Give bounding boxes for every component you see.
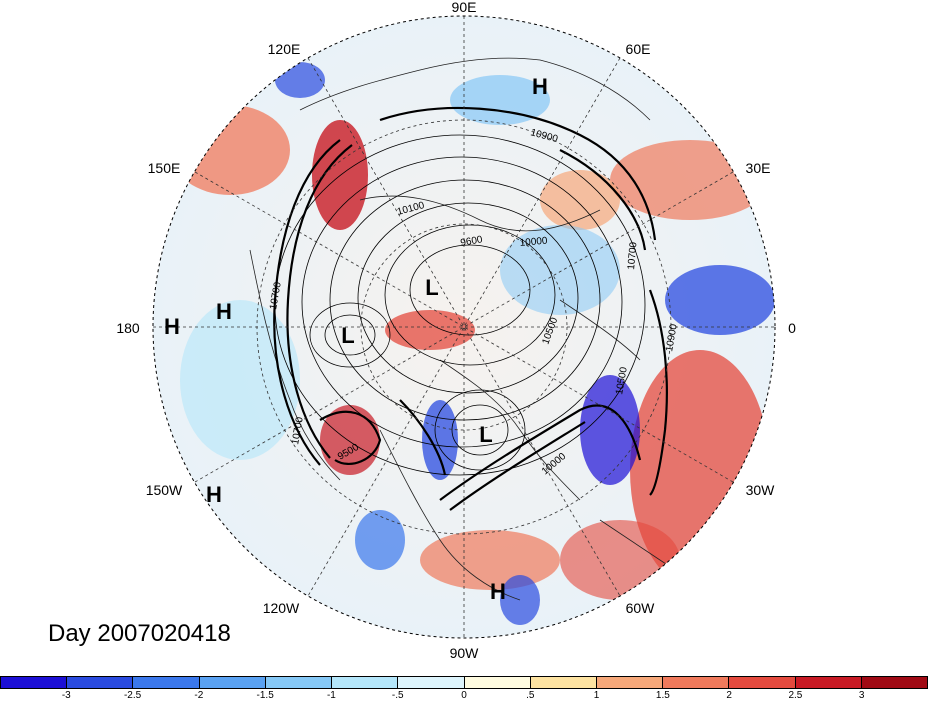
contour-label: 9600 [460,234,484,249]
colorbar-swatch [729,677,796,688]
colorbar-tick-label: 2 [726,690,732,701]
colorbar-tick-label: -3 [61,690,71,701]
lon-label-60w: 60W [626,600,656,616]
lon-label-30w: 30W [746,482,776,498]
height-contours [274,134,646,476]
colorbar-swatch [332,677,399,688]
lon-label-30e: 30E [746,160,771,176]
contour-label: 10000 [519,236,548,249]
colorbar-swatch [67,677,134,688]
map-boundary [152,15,776,639]
colorbar [0,676,928,689]
low-center: L [341,323,354,348]
high-center: H [532,74,548,99]
contour-label: 10700 [626,241,639,270]
graticule [153,16,775,638]
colorbar-swatch [795,677,862,688]
low-center: L [479,422,492,447]
lon-label-90w: 90W [450,645,480,661]
contour-label: 10900 [664,323,680,353]
colorbar-swatch [265,677,333,688]
colorbar-tick-label: -1.5 [256,690,274,701]
high-center: H [164,314,180,339]
colorbar-swatch [199,677,266,688]
lon-label-180: 180 [116,320,140,336]
colorbar-swatch [663,677,730,688]
colorbar-tick-label: -2.5 [123,690,142,701]
colorbar-tick-label: 1 [593,690,600,701]
contour-label: 10500 [614,366,630,396]
colorbar-tick-label: -1 [326,690,336,701]
contour-label: 10700 [268,281,284,311]
colorbar-tick-label: 2.5 [788,690,803,701]
colorbar-swatch [133,677,200,688]
anomaly-field [153,16,775,638]
lon-label-90e: 90E [452,0,477,15]
colorbar-tick-label: -.5 [391,690,404,701]
lon-label-60e: 60E [626,41,651,57]
low-center: L [425,275,438,300]
colorbar-tick-label: 1.5 [655,690,670,701]
lon-label-120e: 120E [268,41,301,57]
jet-contours [273,106,668,511]
colorbar-swatch [596,677,664,688]
high-center: H [490,579,506,604]
lon-label-120w: 120W [263,600,300,616]
high-center: H [216,299,232,324]
colorbar-swatch [398,677,465,688]
lon-label-0: 0 [788,320,796,336]
lon-label-150e: 150E [148,160,181,176]
longitude-labels: 90E 60E 30E 0 30W 60W 90W 120W 150W 180 … [116,0,796,661]
colorbar-swatch [861,677,928,688]
high-center: H [206,482,222,507]
day-title: Day 2007020418 [48,620,231,647]
colorbar-tick-label: -2 [194,690,204,701]
colorbar-tick-label: 0 [461,690,467,701]
colorbar-tick-label: .5 [526,690,535,701]
pressure-centers: H H H H H L L L [164,74,548,604]
colorbar-tick-label: 3 [858,690,865,701]
colorbar-swatch [530,677,597,688]
colorbar-swatch [1,677,68,688]
lon-label-150w: 150W [146,482,183,498]
contour-label: 10700 [290,416,306,446]
colorbar-swatch [464,677,531,688]
colorbar-labels: -3 -2.5 -2 -1.5 -1 -.5 0 .5 1 1.5 2 2.5 3 [0,690,928,702]
